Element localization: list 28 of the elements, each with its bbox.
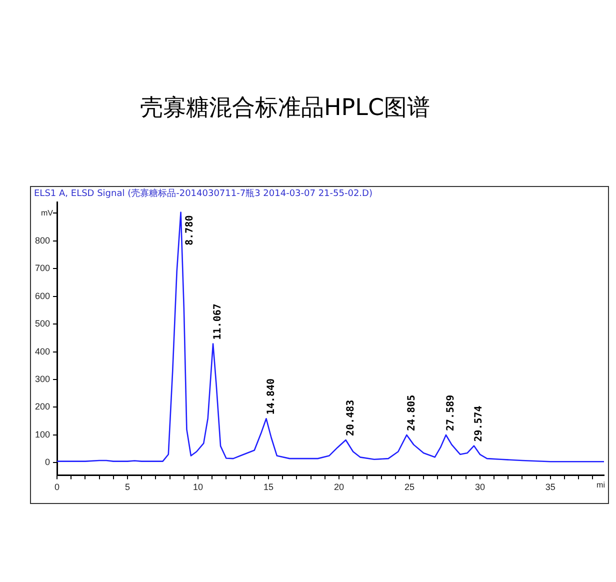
y-axis-title: mV xyxy=(41,208,54,218)
x-tick-label: 0 xyxy=(54,482,60,492)
x-axis-title: mi xyxy=(596,480,606,490)
y-tick-label: 700 xyxy=(34,263,50,274)
y-tick-label: 800 xyxy=(34,235,50,246)
annotation: 27.589 xyxy=(446,394,457,431)
annotation: 14.840 xyxy=(266,378,277,415)
y-tick-label: 200 xyxy=(34,402,50,412)
x-tick-label: 30 xyxy=(474,482,485,492)
x-tick-label: 10 xyxy=(192,482,203,492)
y-tick-label: 600 xyxy=(34,290,50,301)
x-tick-label: 25 xyxy=(404,482,414,492)
x-tick-label: 15 xyxy=(263,482,274,492)
annotation: 20.483 xyxy=(345,400,356,436)
y-tick-label: 0 xyxy=(45,457,50,468)
annotation: 11.067 xyxy=(212,304,224,340)
y-tick-label: 300 xyxy=(34,374,50,384)
y-tick-label: 100 xyxy=(34,429,50,440)
annotation: 24.805 xyxy=(406,394,418,431)
annotation: 8.780 xyxy=(184,215,196,246)
x-tick-label: 35 xyxy=(545,482,556,492)
x-tick-label: 5 xyxy=(124,482,130,492)
chart-subtitle: ELS1 A, ELSD Signal (壳寡糖标品-2014030711-7瓶3 2014-03-07 21-55-02.D) xyxy=(34,188,372,199)
annotation: 29.574 xyxy=(474,406,485,442)
y-tick-label: 400 xyxy=(34,346,50,356)
y-tick-label: 500 xyxy=(34,318,50,329)
x-tick-label: 20 xyxy=(334,482,344,492)
chart-title: 壳寡糖混合标准品HPLC图谱 xyxy=(138,94,432,123)
